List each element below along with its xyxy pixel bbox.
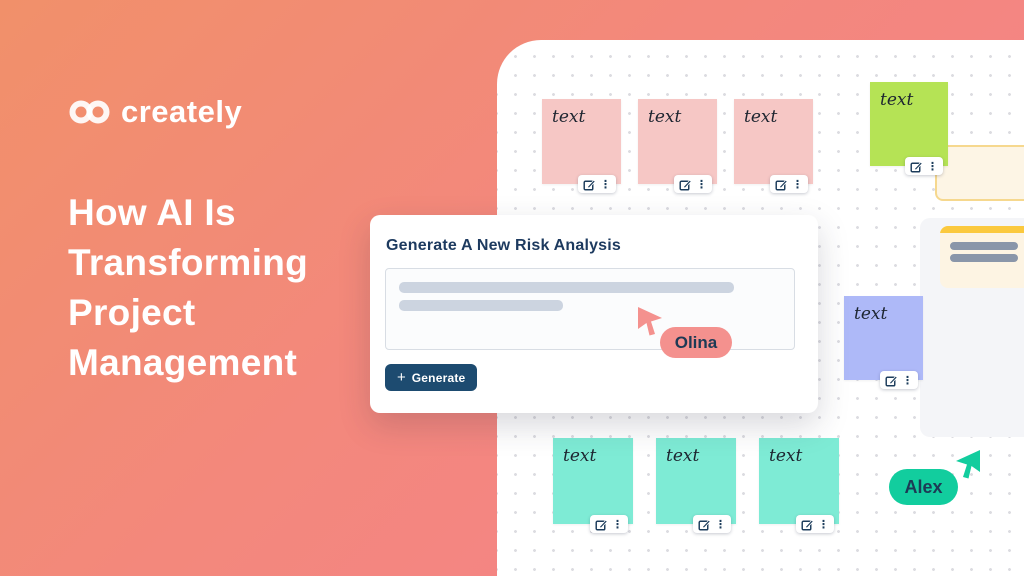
kebab-menu-icon[interactable]: ⋮ bbox=[927, 159, 938, 173]
edit-icon[interactable] bbox=[583, 178, 596, 191]
canvas-card-cream[interactable] bbox=[935, 145, 1024, 201]
olina-cursor-arrow-icon bbox=[638, 307, 662, 336]
edit-icon[interactable] bbox=[775, 178, 788, 191]
canvas-side-panel[interactable] bbox=[920, 218, 1024, 437]
cursor-label-alex: Alex bbox=[889, 469, 958, 505]
sticky-note-text[interactable]: text bbox=[648, 107, 682, 127]
cursor-name: Alex bbox=[904, 476, 943, 497]
kebab-menu-icon[interactable]: ⋮ bbox=[818, 517, 829, 531]
generate-button[interactable]: + Generate bbox=[385, 364, 478, 391]
edit-icon[interactable] bbox=[679, 178, 692, 191]
kebab-menu-icon[interactable]: ⋮ bbox=[902, 373, 913, 387]
creately-logo: creately bbox=[69, 94, 242, 130]
sticky-note-text[interactable]: text bbox=[563, 446, 597, 466]
note-toolbar: ⋮ bbox=[693, 515, 731, 533]
edit-icon[interactable] bbox=[910, 160, 923, 173]
sticky-note-text[interactable]: text bbox=[880, 90, 914, 110]
skeleton-line bbox=[399, 282, 734, 293]
note-toolbar: ⋮ bbox=[590, 515, 628, 533]
sticky-note[interactable]: text ⋮ bbox=[734, 99, 813, 193]
sticky-note-text[interactable]: text bbox=[744, 107, 778, 127]
sticky-note[interactable]: text ⋮ bbox=[844, 296, 923, 389]
cursor-label-olina: Olina bbox=[660, 327, 732, 358]
generate-risk-analysis-modal: Generate A New Risk Analysis + Generate bbox=[370, 215, 818, 413]
sticky-note[interactable]: text ⋮ bbox=[870, 82, 948, 175]
generate-button-label: Generate bbox=[411, 370, 466, 385]
kebab-menu-icon[interactable]: ⋮ bbox=[600, 177, 611, 191]
note-toolbar: ⋮ bbox=[880, 371, 918, 389]
sticky-note[interactable]: text ⋮ bbox=[542, 99, 621, 193]
creately-rings-icon bbox=[69, 100, 110, 124]
prompt-input[interactable] bbox=[385, 268, 795, 350]
edit-icon[interactable] bbox=[595, 518, 608, 531]
kebab-menu-icon[interactable]: ⋮ bbox=[715, 517, 726, 531]
kebab-menu-icon[interactable]: ⋮ bbox=[792, 177, 803, 191]
title-line: Project bbox=[68, 292, 196, 333]
sticky-note[interactable]: text ⋮ bbox=[759, 438, 839, 533]
note-toolbar: ⋮ bbox=[905, 157, 943, 175]
skeleton-line bbox=[950, 242, 1018, 250]
sticky-note[interactable]: text ⋮ bbox=[553, 438, 633, 533]
brand-name: creately bbox=[121, 94, 243, 129]
edit-icon[interactable] bbox=[698, 518, 711, 531]
note-toolbar: ⋮ bbox=[674, 175, 712, 193]
note-toolbar: ⋮ bbox=[578, 175, 616, 193]
note-toolbar: ⋮ bbox=[770, 175, 808, 193]
plus-icon: + bbox=[397, 369, 406, 386]
alex-cursor-arrow-icon bbox=[956, 450, 980, 479]
sticky-note[interactable]: text ⋮ bbox=[638, 99, 717, 193]
edit-icon[interactable] bbox=[885, 374, 898, 387]
sticky-note-text[interactable]: text bbox=[769, 446, 803, 466]
title-line: How AI Is bbox=[68, 192, 236, 233]
page-title: How AI Is Transforming Project Managemen… bbox=[68, 188, 308, 388]
sticky-note-text[interactable]: text bbox=[552, 107, 586, 127]
sticky-note-text[interactable]: text bbox=[854, 304, 888, 324]
yellow-card-header-bar bbox=[940, 226, 1024, 233]
cursor-name: Olina bbox=[674, 332, 718, 352]
edit-icon[interactable] bbox=[801, 518, 814, 531]
skeleton-line bbox=[950, 254, 1018, 262]
kebab-menu-icon[interactable]: ⋮ bbox=[696, 177, 707, 191]
title-line: Transforming bbox=[68, 242, 309, 283]
skeleton-line bbox=[399, 300, 563, 311]
title-line: Management bbox=[68, 342, 298, 383]
note-toolbar: ⋮ bbox=[796, 515, 834, 533]
sticky-note[interactable]: text ⋮ bbox=[656, 438, 736, 533]
canvas-card-yellow-header[interactable] bbox=[940, 226, 1024, 288]
kebab-menu-icon[interactable]: ⋮ bbox=[612, 517, 623, 531]
modal-title: Generate A New Risk Analysis bbox=[386, 237, 622, 254]
sticky-note-text[interactable]: text bbox=[666, 446, 700, 466]
